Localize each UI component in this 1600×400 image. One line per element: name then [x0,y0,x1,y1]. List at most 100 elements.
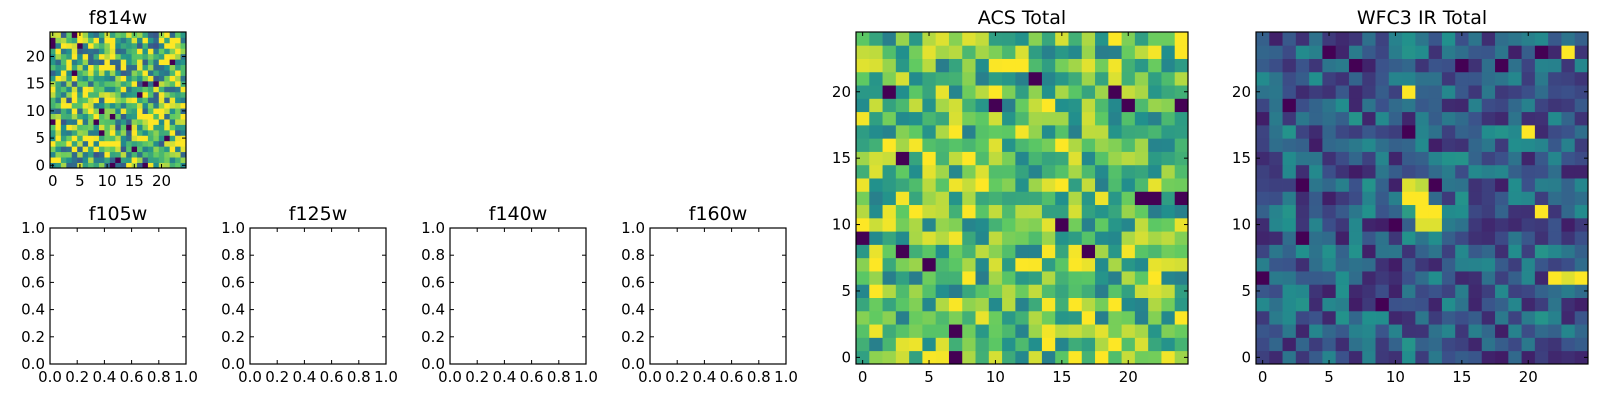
heatmap-cell [1415,85,1430,99]
heatmap-cell [1322,138,1337,152]
heatmap-cell [88,129,94,136]
axes-frame [649,227,787,365]
x-tick-label: 15 [1452,368,1471,386]
heatmap-cell [126,64,132,71]
y-tick-label: 0.0 [421,355,445,373]
heatmap-cell [77,64,84,71]
heatmap-cell [98,157,105,163]
heatmap-cell [1269,111,1283,126]
heatmap-cell [66,124,73,131]
heatmap-cell [909,32,923,46]
heatmap-cell [1028,85,1043,99]
heatmap-cell [88,32,94,38]
heatmap-cell [115,64,122,71]
heatmap-cell [948,45,963,59]
heatmap-cell [1002,151,1016,166]
heatmap-cell [1015,310,1030,325]
heatmap-cell [1561,337,1576,352]
heatmap-cell [1574,32,1589,46]
heatmap-cell [1015,32,1030,46]
heatmap-cell [1041,138,1056,152]
heatmap-cell [1161,58,1176,73]
y-tick-label: 5 [1241,282,1251,300]
heatmap-cell [1108,45,1122,59]
heatmap-cell [153,151,160,158]
heatmap-cell [82,37,89,44]
heatmap-cell [126,135,132,142]
heatmap-cell [1481,178,1496,192]
heatmap-cell [1322,337,1337,352]
heatmap-cell [1055,284,1069,298]
heatmap-cell [1041,297,1056,312]
heatmap-cell [962,124,976,139]
heatmap-cell [66,64,73,71]
heatmap-cell [1295,244,1310,259]
heatmap-cell [109,97,116,104]
heatmap-cell [895,32,910,46]
heatmap-cell [1134,164,1149,179]
heatmap-cell [1534,111,1549,126]
heatmap-cell [115,102,122,109]
heatmap-cell [962,164,976,179]
panel-title: f125w [289,203,348,225]
heatmap-cell [1415,310,1430,325]
heatmap-cell [1295,297,1310,312]
heatmap-cell [909,204,923,219]
heatmap-cell [922,217,937,232]
heatmap-cell [1121,45,1136,59]
heatmap-cell [1161,164,1176,179]
heatmap-cell [1335,191,1350,206]
heatmap-cell [1495,111,1509,126]
heatmap-cell [1415,297,1430,312]
x-tick-label: 5 [924,368,934,386]
heatmap-cell [1335,310,1350,325]
x-tick-label: 0.0 [38,368,62,386]
panel-f125w: f125w 0.0 0.2 0.4 0.6 0.8 1.00.00.20.40.60.81… [221,203,398,386]
heatmap-cell [1134,151,1149,166]
heatmap-cell [175,97,181,104]
heatmap-cell [882,284,897,298]
heatmap-cell [153,64,160,71]
heatmap-cell [988,297,1003,312]
heatmap-cell [988,310,1003,325]
heatmap-cell [131,146,138,153]
heatmap-cell [1548,111,1562,126]
heatmap-cell [1548,310,1562,325]
heatmap-cell [1468,151,1483,166]
heatmap-cell [142,157,149,163]
heatmap-cell [109,146,116,153]
heatmap-cell [1561,111,1576,126]
heatmap-cell [922,191,937,206]
heatmap-cell [882,151,897,166]
heatmap-cell [962,257,976,272]
heatmap-cell [1055,231,1069,245]
heatmap-cell [115,59,122,66]
heatmap-cell [82,42,89,49]
heatmap-cell [1041,257,1056,272]
heatmap-cell [82,86,89,93]
heatmap-cell [1015,58,1030,73]
heatmap-cell [1041,217,1056,232]
heatmap-cell [1121,178,1136,192]
heatmap-cell [1415,124,1430,139]
heatmap-cell [1362,58,1376,73]
heatmap-cell [1028,124,1043,139]
heatmap-cell [1161,204,1176,219]
heatmap-cell [1335,111,1350,126]
heatmap-cell [1508,204,1522,219]
heatmap-cell [1095,337,1109,352]
heatmap-cell [142,37,149,44]
heatmap-cell [1148,297,1162,312]
heatmap-cell [1028,231,1043,245]
heatmap-cell [1388,257,1403,272]
heatmap-cell [1561,138,1576,152]
heatmap-cell [1068,191,1083,206]
heatmap-cell [1002,337,1016,352]
heatmap-cell [153,157,160,163]
heatmap-cell [1402,204,1416,219]
heatmap-cell [164,162,171,169]
heatmap-cell [1508,257,1522,272]
heatmap-cell [104,53,111,60]
heatmap-cell [77,91,84,98]
heatmap-cell [1002,271,1016,285]
